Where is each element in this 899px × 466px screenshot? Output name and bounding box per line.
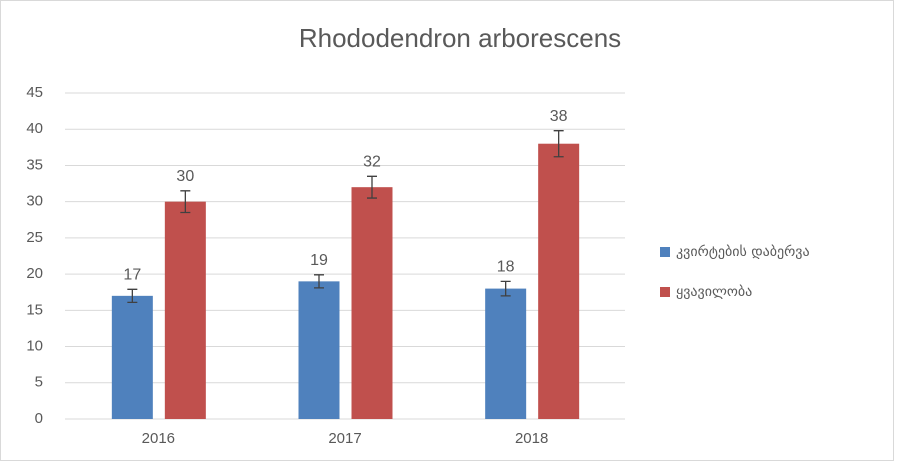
error-bar <box>127 288 138 304</box>
error-bar <box>500 280 511 297</box>
bar <box>485 288 527 419</box>
legend-swatch <box>660 287 670 297</box>
error-bar <box>367 175 377 199</box>
data-label: 18 <box>497 259 515 276</box>
bar <box>111 295 153 419</box>
legend-swatch <box>660 247 670 257</box>
bar <box>164 201 206 419</box>
bar <box>351 187 393 419</box>
x-tick-label: 2016 <box>142 430 175 447</box>
data-label: 38 <box>550 108 568 125</box>
y-tick-label: 30 <box>26 193 43 210</box>
y-tick-label: 25 <box>26 229 43 246</box>
y-tick-label: 40 <box>26 120 43 137</box>
data-label: 17 <box>123 267 141 284</box>
bar <box>538 143 580 419</box>
y-tick-label: 15 <box>26 301 43 318</box>
bar <box>298 281 340 419</box>
error-bar <box>553 130 564 158</box>
y-tick-label: 5 <box>35 374 43 391</box>
legend-label: კვირტების დაბერვა <box>676 243 810 260</box>
x-tick-label: 2017 <box>328 430 361 447</box>
y-tick-label: 45 <box>26 84 43 101</box>
y-tick-label: 35 <box>26 156 43 173</box>
chart-title: Rhododendron arborescens <box>299 23 621 53</box>
data-label: 30 <box>176 168 194 185</box>
error-bar <box>180 190 191 214</box>
legend-label: ყვავილობა <box>676 284 752 300</box>
error-bar <box>314 274 324 289</box>
data-label: 19 <box>310 252 328 269</box>
y-tick-label: 0 <box>35 410 43 427</box>
y-tick-label: 10 <box>26 338 43 355</box>
y-tick-label: 20 <box>26 265 43 282</box>
data-label: 32 <box>363 154 381 171</box>
x-tick-label: 2018 <box>515 430 548 447</box>
